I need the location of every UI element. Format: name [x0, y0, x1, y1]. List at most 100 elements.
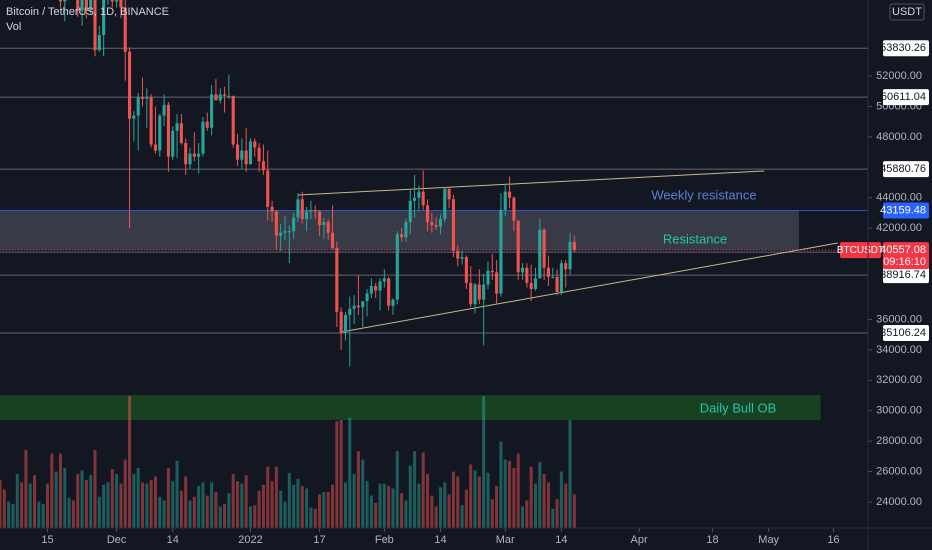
volume-bar	[331, 484, 335, 528]
candle-body	[63, 0, 67, 2]
candle-body	[153, 144, 158, 151]
volume-bar	[171, 481, 175, 528]
volume-bar	[430, 495, 434, 528]
x-tick-label: 15	[41, 534, 53, 546]
candle-body	[326, 222, 330, 233]
volume-bar	[447, 494, 451, 528]
zone	[0, 210, 799, 251]
volume-bar	[80, 470, 84, 528]
candle-body	[361, 301, 365, 308]
level-label-box	[883, 267, 929, 284]
volume-bar	[305, 488, 309, 528]
volume-bar	[63, 468, 67, 528]
volume-bar	[236, 481, 240, 528]
volume-bar	[136, 468, 140, 528]
candle-body	[486, 270, 490, 285]
candle-body	[546, 267, 550, 277]
candle-body	[257, 147, 261, 162]
volume-bar	[352, 474, 356, 528]
x-tick-label: Apr	[631, 534, 648, 546]
candle-body	[343, 314, 348, 334]
candle-body	[279, 232, 283, 236]
candle-body	[374, 285, 378, 291]
candle-body	[425, 205, 430, 223]
volume-bar	[41, 504, 45, 528]
volume-bar	[551, 508, 555, 528]
candle-body	[400, 234, 404, 238]
symbol-label: BTCUSDT	[837, 245, 884, 256]
candle-body	[482, 284, 486, 300]
volume-bar	[404, 500, 408, 528]
candle-body	[140, 97, 145, 99]
volume-bar	[456, 476, 460, 528]
volume-bar	[382, 483, 386, 528]
candle-body	[227, 95, 231, 97]
candle-body	[404, 222, 408, 238]
volume-bar	[287, 472, 291, 528]
candle-body	[529, 282, 533, 290]
candle-body	[97, 34, 101, 51]
volume-bar	[408, 465, 412, 528]
volume-bar	[313, 508, 317, 528]
candle-body	[274, 211, 278, 236]
candle-body	[490, 270, 494, 273]
volume-bar	[322, 492, 326, 528]
candle-body	[80, 0, 84, 11]
volume-bar	[106, 482, 110, 528]
candle-body	[58, 0, 63, 2]
candle-body	[356, 305, 360, 308]
symbol-box	[840, 242, 881, 259]
candle-body	[538, 229, 542, 279]
volume-bar	[568, 420, 572, 528]
candle-body	[512, 197, 516, 221]
volume-bar	[533, 483, 537, 528]
level-label-box	[883, 161, 929, 178]
volume-bar	[140, 482, 145, 528]
candle-body	[313, 209, 317, 212]
volume-bar	[218, 506, 222, 528]
volume-bar	[365, 481, 369, 528]
volume-bar	[7, 501, 11, 528]
volume-bar	[387, 486, 391, 528]
currency[interactable]: USDT	[892, 6, 922, 18]
x-tick-label: 16	[827, 534, 839, 546]
candle-body	[115, 0, 119, 2]
volume-bar	[438, 487, 442, 528]
candle-body	[166, 104, 170, 157]
volume-bar	[417, 483, 421, 528]
candle-body	[266, 170, 270, 207]
y-tick-label: 44000.00	[876, 192, 922, 204]
candle-body	[499, 209, 503, 294]
volume-bar	[486, 472, 490, 528]
volume-bar	[538, 462, 542, 528]
volume-bar	[279, 490, 283, 528]
candle-body	[201, 121, 205, 154]
volume-bar	[231, 474, 235, 528]
candle-body	[149, 97, 153, 145]
volume-bar	[223, 504, 227, 528]
volume-bar	[490, 499, 494, 528]
volume-bar	[374, 502, 378, 528]
volume-bar	[464, 489, 468, 528]
volume-bar	[2, 489, 6, 528]
candle-body	[223, 94, 227, 96]
candle-body	[287, 231, 291, 233]
volume-bar	[292, 484, 296, 528]
level-label: 35106.24	[880, 327, 926, 339]
volume-bar	[102, 484, 106, 528]
countdown: 09:16:10	[883, 256, 926, 268]
volume-bar	[266, 466, 270, 528]
volume-bar	[149, 480, 153, 528]
volume-bar	[434, 506, 438, 528]
currency-box[interactable]	[889, 3, 925, 21]
x-tick-label: Dec	[107, 534, 127, 546]
candle-body	[464, 257, 468, 283]
candle-body	[322, 222, 326, 226]
volume-bar	[378, 483, 382, 528]
candle-body	[559, 263, 563, 293]
candle-body	[382, 278, 386, 282]
x-tick-label: 14	[555, 534, 567, 546]
candle-body	[123, 7, 127, 52]
candle-body	[421, 191, 425, 206]
